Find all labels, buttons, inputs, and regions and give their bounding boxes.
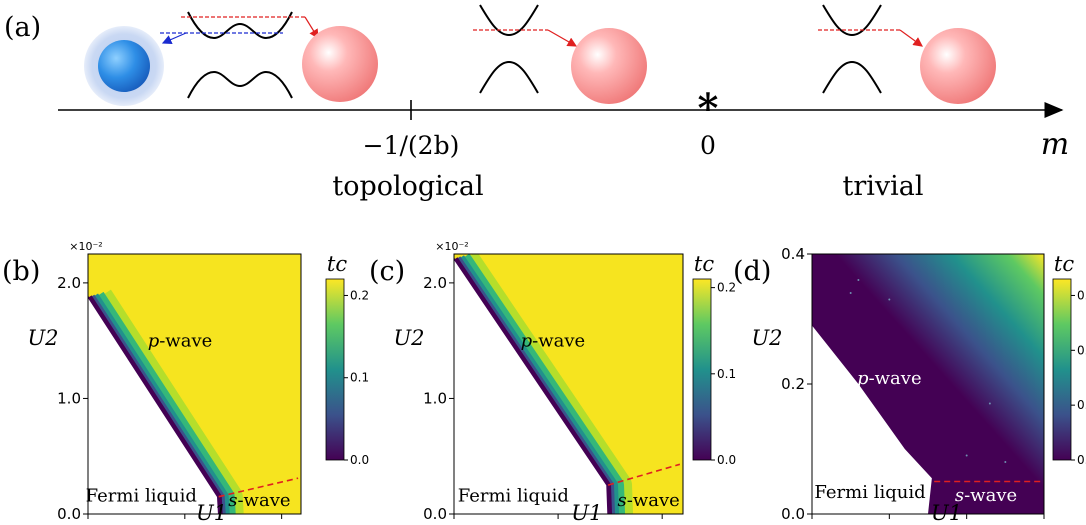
y-multiplier: ×10⁻² [435,240,468,253]
x-tick-label: 0.1 [877,522,901,525]
y-axis-label: U2 [27,326,58,350]
x-axis-label: U1 [196,501,227,525]
x-tick-label: 1.0 [173,522,197,525]
tick-label-zero: 0 [700,131,716,160]
colorbar-tick-label: 0.2 [1077,343,1086,357]
y-tick-label: 2.0 [57,274,81,292]
region-label: p-wave [148,330,213,351]
fermi-liquid-region [88,296,219,514]
x-tick-label: 2.0 [270,522,294,525]
colorbar-label: tc [694,252,714,276]
fermi-liquid-region [454,258,609,514]
region-label: s-wave [228,490,290,511]
noise-speckle [888,298,891,301]
p-s-divider-line [607,463,681,486]
colorbar-label: tc [1054,252,1074,276]
y-tick-label: 0.0 [57,505,81,523]
arrow-to-red-sphere [899,29,923,47]
noise-speckle [965,454,968,457]
x-tick-label: 0.0 [442,522,466,525]
colorbar-tick-label: 0.0 [1077,453,1086,467]
colorbar [692,278,712,461]
colorbar-tick-label: 0.0 [350,453,369,467]
valence-band-curve [822,60,882,94]
colorbar-tick-label: 0.1 [350,371,369,385]
y-tick-label: 1.0 [423,389,447,407]
tick-label-minus-half-b: −1/(2b) [363,131,460,160]
panel-a-label: (a) [4,12,41,43]
panel-b: (b) p-wave s-wave Fermi liquid 0.0 1.0 2.0 0.0 1… [2,240,369,525]
plot-frame [87,253,302,515]
electron-sphere [571,28,647,104]
heatmap-area [88,254,301,514]
y-tick-label: 0.0 [781,505,805,523]
panel-label: (c) [369,256,405,287]
colorbar-tick-label: 0.2 [717,281,736,295]
region-label: Fermi liquid [458,485,569,506]
y-tick-label: 1.0 [57,389,81,407]
conduction-band-curve [822,4,882,37]
colorbar-tick-label: 0.3 [1077,288,1086,302]
valence-band-curve [479,60,539,94]
bound-state-sphere [98,40,150,92]
electron-sphere [302,26,378,102]
y-axis-label: U2 [393,326,424,350]
conduction-band-curve [187,11,293,40]
colorbar-label: tc [327,252,347,276]
x-tick-label: 0.0 [800,522,824,525]
panel-d: (d) p-wave s-wave Fermi liquid 0.0 0.1 0.2 0.3 0… [733,245,1086,525]
panel-label: (d) [733,256,771,287]
noise-speckle [1004,461,1007,463]
region-label-topological: topological [332,171,483,202]
x-tick-label: 0.0 [76,522,100,525]
p-s-divider-line [218,477,299,498]
arrow-to-red-sphere [547,29,578,47]
panel-c: (c) p-wave s-wave Fermi liquid 0.0 1.0 2.0 0.0 1… [369,240,736,525]
region-label: p-wave [857,368,922,389]
region-label: s-wave [955,485,1017,506]
m-axis-label: m [1041,127,1069,162]
y-axis-label: U2 [751,326,782,350]
region-label: p-wave [521,330,586,351]
colorbar-tick-label: 0.1 [717,367,736,381]
arrow-to-blue-sphere [161,32,187,45]
heatmap-area [812,254,1044,514]
colorbar [325,278,345,461]
arrow-to-red-sphere [304,16,319,40]
region-label-trivial: trivial [842,171,923,202]
noise-speckle [857,279,860,281]
panel-label: (b) [2,256,40,287]
colorbar-tick-label: 0.2 [350,288,369,302]
y-tick-label: 0.2 [781,375,805,393]
x-tick-label: 0.3 [1032,522,1056,525]
x-axis-label: U1 [571,501,602,525]
colorbar [1052,278,1072,461]
colorbar-tick-label: 0.1 [1077,398,1086,412]
colorbar-tick-label: 0.0 [717,453,736,467]
plot-frame [453,253,684,515]
x-tick-label: 0.2 [955,522,979,525]
fermi-liquid-region [812,325,932,514]
noise-speckle [849,292,852,294]
region-label: Fermi liquid [814,482,925,503]
x-axis-label: U1 [931,501,962,525]
x-tick-label: 1.0 [546,522,570,525]
region-label: Fermi liquid [86,485,197,506]
conduction-band-curve [479,4,539,37]
y-tick-label: 0.0 [423,505,447,523]
critical-point-star: * [698,85,719,132]
heatmap-area [454,254,683,514]
panel-a: (a) −1/(2b) * 0 m topological trivial [4,4,1069,202]
electron-sphere [920,28,996,104]
phase-boundary [88,296,220,514]
noise-speckle [988,402,991,405]
region-label: s-wave [618,490,680,511]
valence-band-curve [187,70,293,99]
phase-boundary [454,258,609,514]
y-tick-label: 0.4 [781,245,805,263]
y-tick-label: 2.0 [423,274,447,292]
x-tick-label: 2.0 [650,522,674,525]
y-multiplier: ×10⁻² [69,240,102,253]
